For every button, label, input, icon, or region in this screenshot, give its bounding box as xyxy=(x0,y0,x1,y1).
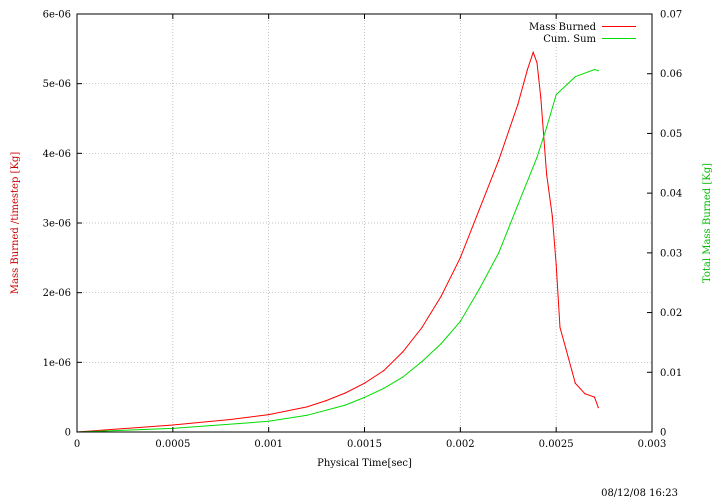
data-point-cum-sum xyxy=(440,343,442,345)
timestamp: 08/12/08 16:23 xyxy=(601,488,678,499)
y-left-tick-label: 0 xyxy=(65,428,71,439)
data-point-mass-burned xyxy=(229,418,231,421)
y-right-tick-label: 0 xyxy=(660,428,666,439)
data-point-cum-sum xyxy=(268,420,270,422)
x-tick-label: 0 xyxy=(74,439,80,450)
data-point-mass-burned xyxy=(421,326,423,329)
data-point-cum-sum xyxy=(498,252,500,254)
y-left-tick-label: 2e-06 xyxy=(43,288,71,299)
y-right-tick-label: 0.05 xyxy=(660,129,682,140)
legend-label-cum-sum: Cum. Sum xyxy=(543,34,596,45)
data-point-mass-burned xyxy=(540,97,542,99)
data-point-cum-sum xyxy=(459,320,461,323)
y-left-tick-label: 4e-06 xyxy=(43,149,71,160)
legend-label-mass-burned: Mass Burned xyxy=(529,22,597,33)
series-layer xyxy=(76,50,599,433)
data-point-mass-burned xyxy=(344,392,346,394)
data-point-cum-sum xyxy=(536,156,538,158)
data-point-mass-burned xyxy=(570,368,573,370)
x-tick-label: 0.0015 xyxy=(347,439,382,450)
data-point-mass-burned xyxy=(383,370,385,372)
series-line-cum-sum xyxy=(76,68,599,433)
data-point-cum-sum xyxy=(593,68,596,71)
data-point-cum-sum xyxy=(597,70,599,72)
series-line-mass-burned xyxy=(76,50,599,433)
data-point-mass-burned xyxy=(555,264,557,266)
data-point-mass-burned xyxy=(172,424,174,426)
x-tick-label: 0.002 xyxy=(446,439,475,450)
y-right-tick-label: 0.01 xyxy=(660,368,682,379)
data-point-mass-burned xyxy=(536,62,538,64)
data-point-cum-sum xyxy=(363,396,366,398)
axis-ticks: 0 0.0005 0.001 0.0015 0.002 0.0025 0.00301e-06… xyxy=(43,10,683,451)
data-point-mass-burned xyxy=(402,351,404,353)
x-tick-label: 0.003 xyxy=(638,439,667,450)
data-point-mass-burned xyxy=(526,69,529,71)
data-point-cum-sum xyxy=(545,126,548,129)
data-point-mass-burned xyxy=(363,382,366,384)
data-point-mass-burned xyxy=(574,382,576,384)
data-point-mass-burned xyxy=(478,208,481,210)
data-point-cum-sum xyxy=(555,94,557,96)
data-point-mass-burned xyxy=(459,257,461,259)
y-right-tick-label: 0.07 xyxy=(660,10,682,21)
x-tick-label: 0.0005 xyxy=(155,439,190,450)
data-point-cum-sum xyxy=(402,376,404,378)
data-point-mass-burned xyxy=(440,295,442,297)
data-point-cum-sum xyxy=(306,414,308,416)
x-axis-label: Physical Time[sec] xyxy=(317,458,412,469)
grid xyxy=(77,14,652,432)
data-point-mass-burned xyxy=(584,393,586,395)
y-left-tick-label: 5e-06 xyxy=(43,79,71,90)
data-point-cum-sum xyxy=(383,387,385,390)
data-point-mass-burned xyxy=(532,51,534,53)
y-left-tick-label: 3e-06 xyxy=(43,219,71,230)
data-point-mass-burned xyxy=(306,406,308,408)
data-point-cum-sum xyxy=(517,204,519,206)
data-point-mass-burned xyxy=(325,400,327,402)
y-axis-left-label: Mass Burned /timestep [Kg] xyxy=(10,152,21,295)
data-point-mass-burned xyxy=(597,407,599,409)
data-point-mass-burned xyxy=(559,326,561,329)
data-point-mass-burned xyxy=(551,215,553,217)
data-point-cum-sum xyxy=(574,76,576,78)
data-point-cum-sum xyxy=(344,404,346,406)
y-left-tick-label: 6e-06 xyxy=(43,10,71,21)
y-right-tick-label: 0.06 xyxy=(660,69,682,80)
data-point-mass-burned xyxy=(565,347,567,349)
y-axis-right-label: Total Mass Burned [Kg] xyxy=(702,163,713,283)
y-right-tick-label: 0.02 xyxy=(660,308,682,319)
plot-frame xyxy=(76,13,653,433)
y-left-tick-label: 1e-06 xyxy=(43,358,71,369)
x-tick-label: 0.001 xyxy=(254,439,283,450)
data-point-cum-sum xyxy=(478,288,481,290)
data-point-mass-burned xyxy=(545,173,548,175)
data-point-mass-burned xyxy=(498,159,500,161)
legend: Mass Burned Cum. Sum xyxy=(529,22,636,45)
data-point-mass-burned xyxy=(268,413,270,416)
y-right-tick-label: 0.03 xyxy=(660,248,682,259)
y-right-tick-label: 0.04 xyxy=(660,189,682,200)
x-tick-label: 0.0025 xyxy=(539,439,574,450)
data-point-cum-sum xyxy=(421,360,423,363)
data-point-mass-burned xyxy=(517,103,519,106)
data-point-mass-burned xyxy=(593,396,596,398)
